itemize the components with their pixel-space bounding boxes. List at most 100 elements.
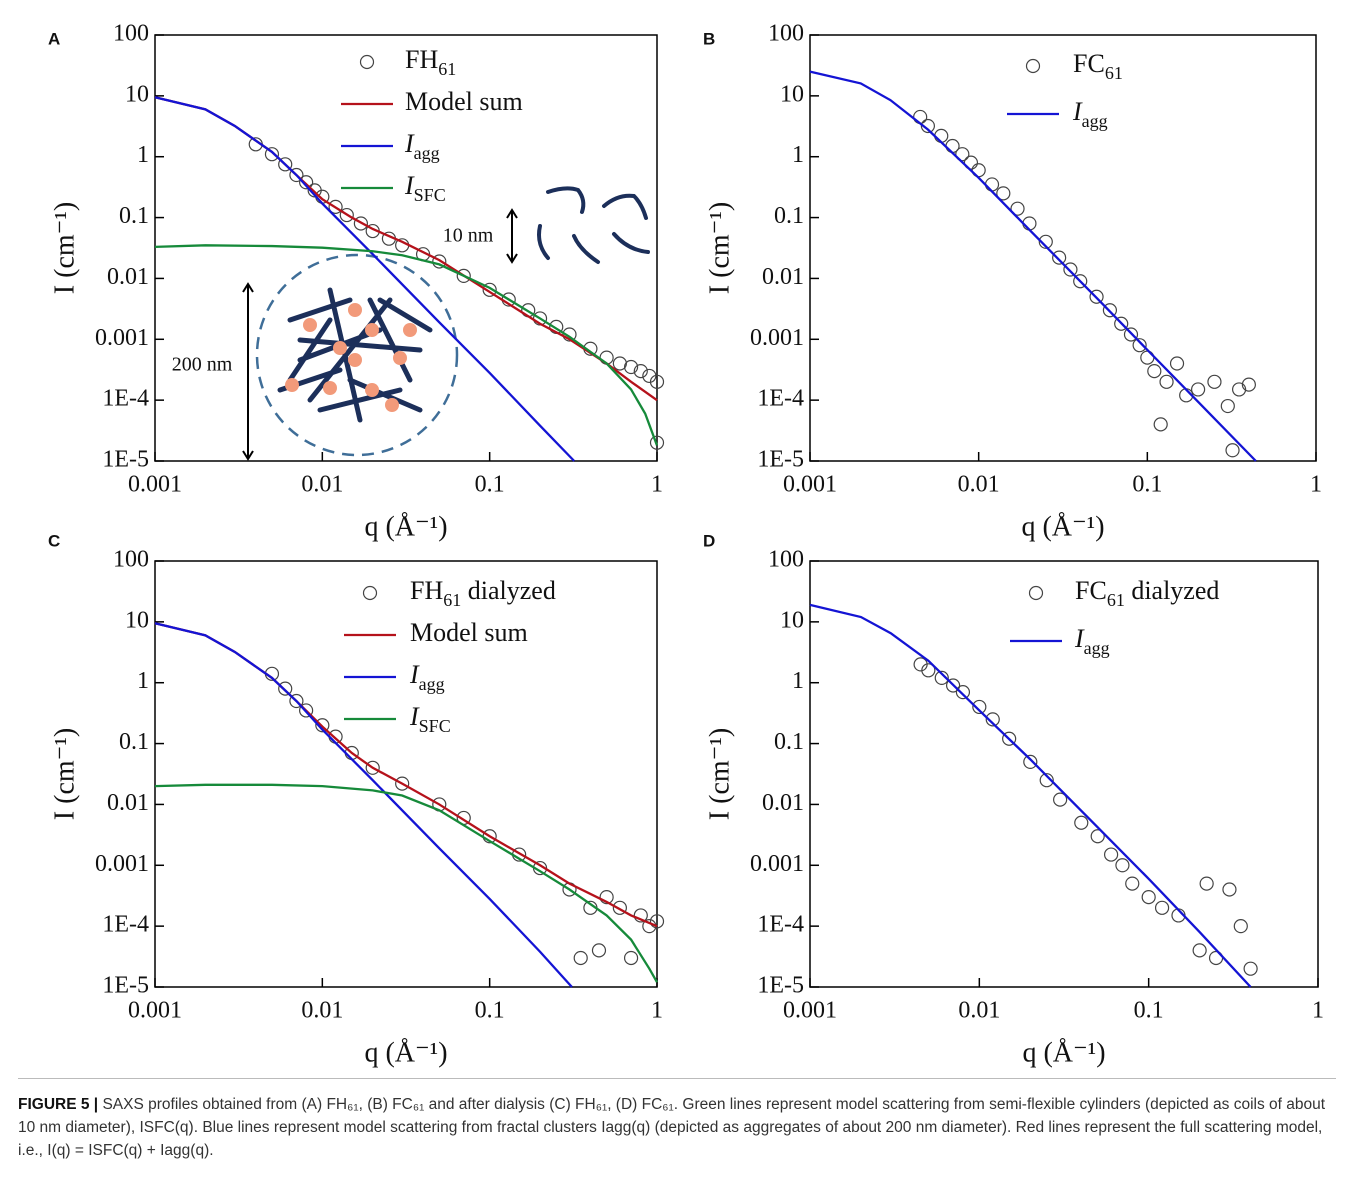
caption-label: FIGURE 5 | [18,1096,99,1113]
data-point [946,678,961,693]
y-tick-label: 0.001 [750,325,804,351]
data-point [456,268,471,284]
data-point [1022,216,1037,231]
model-line [154,96,576,462]
data-point [1123,327,1139,342]
y-tick-label: 1E-5 [102,973,149,999]
legend-entry: Model sum [405,87,523,116]
x-tick-label: 0.1 [1134,998,1164,1024]
x-tick-label: 0.1 [475,472,505,498]
y-tick-label: 0.01 [762,790,804,816]
x-tick-label: 0.001 [128,998,182,1024]
data-point [1159,374,1174,389]
data-point [934,670,949,685]
coils [537,186,650,264]
data-point [353,216,368,231]
data-point [985,712,1000,727]
x-tick-label: 1 [1312,998,1324,1024]
legend-entry: FH61 dialyzed [410,576,556,610]
legend-entry: Iagg [1072,97,1108,131]
data-point [1153,417,1168,432]
y-tick-label: 0.1 [119,203,149,229]
data-point [328,199,343,214]
data-point [920,118,935,134]
data-point [1241,377,1256,392]
y-tick-label: 100 [113,21,149,47]
data-point [913,109,928,125]
arrow-heads [242,282,254,461]
model-line [809,70,1257,462]
data-point [623,950,639,966]
annotation: 200 nm [172,354,233,376]
legend-entry: ISFC [409,702,451,736]
data-point [278,157,293,172]
x-axis-label: q (Å⁻¹) [1022,1037,1105,1068]
data-point [649,435,665,450]
x-tick-label: 0.01 [958,998,1000,1024]
data-point [972,699,987,715]
y-tick-label: 1E-4 [757,386,804,412]
y-tick-label: 10 [125,607,149,633]
legend-suffix: dialyzed [461,576,556,605]
data-point [649,374,665,389]
data-point [1220,398,1235,414]
data-point [1002,731,1017,746]
legend-subscript: 61 [1107,590,1125,610]
panel-label: D [703,531,715,550]
plot-frame [154,560,658,988]
plot-frame [154,34,658,462]
x-axis-label: q (Å⁻¹) [364,511,447,542]
data-point [1115,858,1130,873]
data-point [1154,900,1170,915]
y-tick-label: 1 [792,668,804,694]
legend-entry: Model sum [410,618,528,647]
y-tick-label: 1E-5 [757,973,804,999]
legend-subscript: SFC [414,185,446,205]
legend-subscript: agg [1084,638,1110,658]
data-point [432,254,447,269]
data-point [1243,961,1258,976]
data-point [299,175,314,190]
data-point [633,908,648,923]
data-point [1207,374,1222,389]
legend-subscript: agg [1082,111,1108,131]
y-axis-label: I (cm⁻¹) [49,202,80,294]
y-tick-label: 1 [137,142,149,168]
y-tick-label: 0.1 [774,203,804,229]
y-tick-label: 0.1 [774,729,804,755]
y-axis-label: I (cm⁻¹) [704,202,735,294]
y-tick-label: 0.001 [95,851,149,877]
y-tick-label: 10 [125,81,149,107]
data-point [1023,754,1038,769]
y-axis-label: I (cm⁻¹) [49,728,80,820]
data-point [921,663,936,678]
data-point [934,128,949,143]
x-tick-label: 1 [1310,472,1322,498]
data-point [1141,890,1156,905]
legend-marker [359,54,375,70]
y-tick-label: 1 [137,668,149,694]
data-point [264,147,280,162]
data-point [1169,356,1185,371]
legend-name: I [1072,97,1083,126]
x-tick-label: 0.1 [1132,472,1162,498]
legend-entry: FH61 [405,45,456,79]
y-tick-label: 1E-4 [102,912,149,938]
legend-name: I [1074,624,1085,653]
data-point [1231,382,1247,397]
data-point [315,718,330,733]
illustration [242,186,650,461]
y-tick-label: 10 [780,607,804,633]
data-point [1089,289,1104,304]
legend-subscript: agg [419,674,445,694]
data-point [1191,382,1206,397]
x-tick-label: 0.1 [475,998,505,1024]
legend-name: Model sum [405,87,523,116]
y-tick-label: 100 [768,547,804,573]
coil [572,234,600,264]
data-point [1052,250,1067,265]
data-point [1102,303,1118,318]
data-point [591,943,607,958]
data-point [1114,316,1129,331]
